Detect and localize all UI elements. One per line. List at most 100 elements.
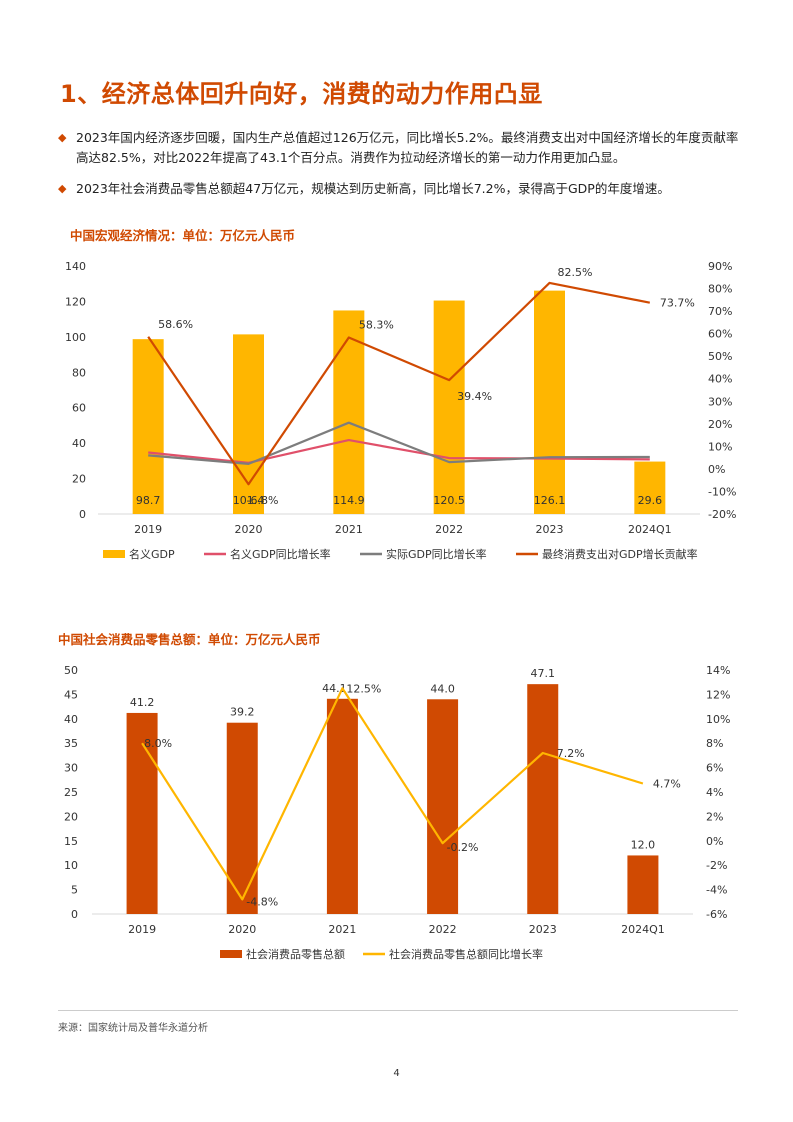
y-axis-tick-label: 10 xyxy=(64,859,78,872)
y2-axis-tick-label: 50% xyxy=(708,350,732,363)
diamond-bullet-icon: ◆ xyxy=(58,182,67,195)
y2-axis-tick-label: 40% xyxy=(708,373,732,386)
x-axis-tick-label: 2022 xyxy=(435,523,463,536)
bar xyxy=(433,300,465,514)
line-data-label: 12.5% xyxy=(346,682,381,695)
legend-label: 社会消费品零售总额 xyxy=(246,947,345,961)
line-data-label: -0.2% xyxy=(447,841,479,854)
y-axis-tick-label: 5 xyxy=(71,884,78,897)
x-axis-tick-label: 2022 xyxy=(429,923,457,936)
bar-data-label: 98.7 xyxy=(136,494,161,507)
series-line xyxy=(141,687,644,901)
y2-axis-tick-label: 80% xyxy=(708,283,732,296)
line-data-label: 58.3% xyxy=(359,318,394,331)
y2-axis-tick-label: 20% xyxy=(708,418,732,431)
y2-axis-tick-label: 12% xyxy=(706,688,730,701)
y-axis-tick-label: 35 xyxy=(64,737,78,750)
x-axis-tick-label: 2024Q1 xyxy=(621,923,665,936)
y2-axis-tick-label: 10% xyxy=(706,713,730,726)
y-axis-tick-label: 80 xyxy=(72,366,86,379)
bar-data-label: 114.9 xyxy=(333,494,365,507)
bar xyxy=(132,339,164,514)
bar-data-label: 41.2 xyxy=(130,696,155,709)
y2-axis-tick-label: -4% xyxy=(706,884,727,897)
x-axis-tick-label: 2020 xyxy=(228,923,256,936)
y-axis-tick-label: 20 xyxy=(72,473,86,486)
bullet-text: 2023年社会消费品零售总额超47万亿元，规模达到历史新高，同比增长7.2%，录… xyxy=(76,181,670,196)
bar-data-label: 12.0 xyxy=(631,838,656,851)
bar-data-label: 39.2 xyxy=(230,706,255,719)
legend-label: 最终消费支出对GDP增长贡献率 xyxy=(542,547,698,561)
y2-axis-tick-label: 30% xyxy=(708,395,732,408)
bar-data-label: 44.0 xyxy=(430,682,455,695)
y-axis-tick-label: 50 xyxy=(64,664,78,677)
y-axis-tick-label: 120 xyxy=(65,295,86,308)
legend-label: 名义GDP xyxy=(129,547,175,561)
x-axis-tick-label: 2023 xyxy=(536,523,564,536)
y-axis-tick-label: 60 xyxy=(72,402,86,415)
legend-label: 实际GDP同比增长率 xyxy=(386,547,487,561)
chart-2-title: 中国社会消费品零售总额：单位：万亿元人民币 xyxy=(58,632,321,647)
bullet-item: ◆ 2023年社会消费品零售总额超47万亿元，规模达到历史新高，同比增长7.2%… xyxy=(58,179,748,199)
bar-data-label: 29.6 xyxy=(638,494,663,507)
page-title: 1、经济总体回升向好，消费的动力作用凸显 xyxy=(60,80,543,108)
bar-data-label: 47.1 xyxy=(531,667,556,680)
series-line xyxy=(147,281,651,486)
y2-axis-tick-label: -10% xyxy=(708,485,736,498)
y2-axis-tick-label: 14% xyxy=(706,664,730,677)
line-data-label: 4.7% xyxy=(653,777,681,790)
line-data-label: -4.8% xyxy=(246,895,278,908)
line-data-label: 82.5% xyxy=(558,266,593,279)
bar-data-label: 120.5 xyxy=(433,494,465,507)
y2-axis-tick-label: -20% xyxy=(708,508,736,521)
bullet-item: ◆ 2023年国内经济逐步回暖，国内生产总值超过126万亿元，同比增长5.2%。… xyxy=(58,128,748,168)
legend-label: 社会消费品零售总额同比增长率 xyxy=(389,947,543,961)
y-axis-tick-label: 40 xyxy=(72,437,86,450)
bar xyxy=(634,461,666,514)
y2-axis-tick-label: 70% xyxy=(708,305,732,318)
diamond-bullet-icon: ◆ xyxy=(58,131,67,144)
series-line xyxy=(148,421,650,465)
bar xyxy=(326,698,358,914)
bullet-text: 2023年国内经济逐步回暖，国内生产总值超过126万亿元，同比增长5.2%。最终… xyxy=(76,130,739,165)
footer-divider xyxy=(58,1010,738,1011)
bar xyxy=(527,684,559,914)
y-axis-tick-label: 30 xyxy=(64,762,78,775)
x-axis-tick-label: 2019 xyxy=(128,923,156,936)
y2-axis-tick-label: 60% xyxy=(708,328,732,341)
line-data-label: 8.0% xyxy=(144,737,172,750)
y-axis-tick-label: 100 xyxy=(65,331,86,344)
y-axis-tick-label: 0 xyxy=(79,508,86,521)
legend-swatch xyxy=(220,950,242,958)
legend-label: 名义GDP同比增长率 xyxy=(230,547,331,561)
y2-axis-tick-label: -6% xyxy=(706,908,727,921)
y-axis-tick-label: 140 xyxy=(65,260,86,273)
bullet-list: ◆ 2023年国内经济逐步回暖，国内生产总值超过126万亿元，同比增长5.2%。… xyxy=(58,128,748,210)
bar-data-label: 126.1 xyxy=(534,494,566,507)
y2-axis-tick-label: 4% xyxy=(706,786,723,799)
bar xyxy=(534,290,565,514)
y2-axis-tick-label: 90% xyxy=(708,260,732,273)
page-number: 4 xyxy=(393,1068,400,1079)
y2-axis-tick-label: 6% xyxy=(706,762,723,775)
source-note: 来源：国家统计局及普华永道分析 xyxy=(58,1023,208,1034)
y-axis-tick-label: 40 xyxy=(64,713,78,726)
y2-axis-tick-label: 10% xyxy=(708,440,732,453)
y2-axis-tick-label: 8% xyxy=(706,737,723,750)
y-axis-tick-label: 25 xyxy=(64,786,78,799)
bar xyxy=(333,310,365,514)
bar xyxy=(427,699,459,914)
x-axis-tick-label: 2021 xyxy=(335,523,363,536)
line-data-label: 39.4% xyxy=(457,390,492,403)
y-axis-tick-label: 15 xyxy=(64,835,78,848)
chart-1-title: 中国宏观经济情况：单位：万亿元人民币 xyxy=(70,228,296,243)
y2-axis-tick-label: 2% xyxy=(706,810,723,823)
x-axis-tick-label: 2019 xyxy=(134,523,162,536)
y2-axis-tick-label: 0% xyxy=(706,835,723,848)
legend-swatch xyxy=(103,550,125,558)
y2-axis-tick-label: 0% xyxy=(708,463,725,476)
bar-data-label: 101.4 xyxy=(233,494,265,507)
y2-axis-tick-label: -2% xyxy=(706,859,727,872)
line-data-label: -6.8% xyxy=(247,494,279,507)
y-axis-tick-label: 45 xyxy=(64,688,78,701)
